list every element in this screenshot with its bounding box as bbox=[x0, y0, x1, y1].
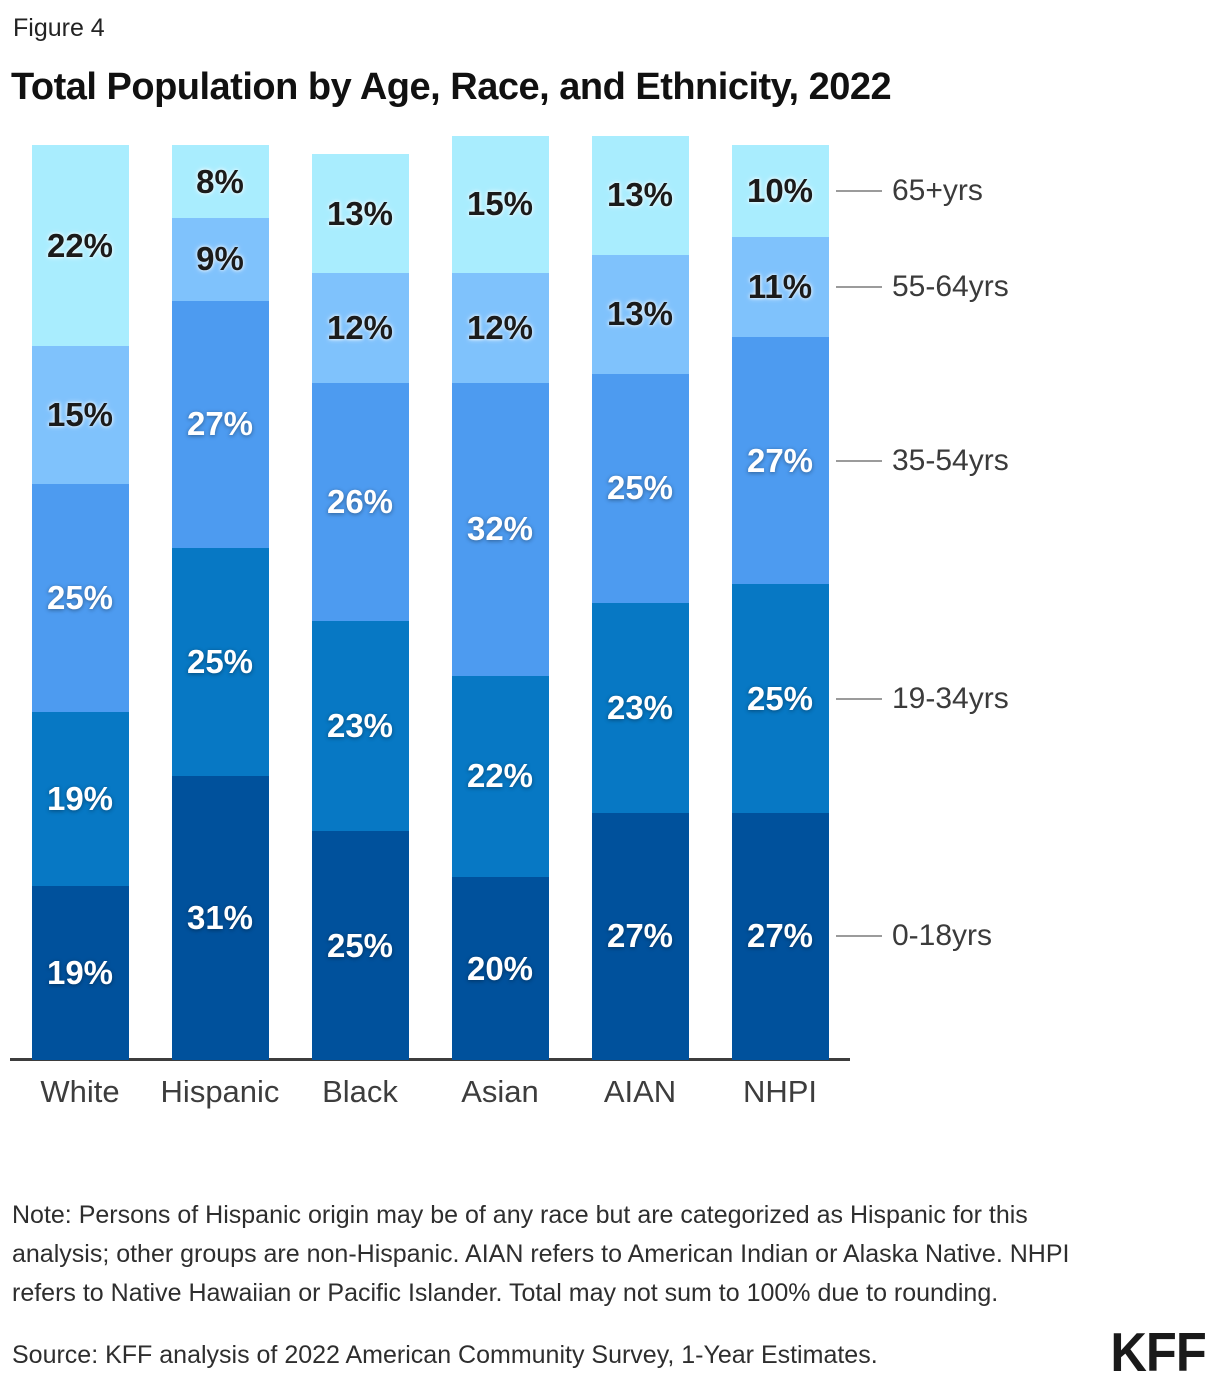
bar-segment bbox=[731, 812, 829, 1060]
age-group-label: 0-18yrs bbox=[892, 919, 993, 953]
category-label: NHPI bbox=[742, 1074, 818, 1109]
bar-segment bbox=[311, 831, 409, 1060]
stacked-bar-chart: 19% 19% 25% 15% 22% White 31% 25% 27% 9% 8% Hispani… bbox=[10, 135, 1009, 1109]
bar-segment bbox=[171, 218, 269, 301]
bar-segment bbox=[31, 346, 129, 484]
bar-segment bbox=[451, 382, 549, 676]
bar-segment bbox=[731, 337, 829, 585]
leader-line bbox=[836, 285, 882, 288]
leader-line bbox=[836, 189, 882, 192]
bar-segment bbox=[591, 254, 689, 374]
bar-segment bbox=[311, 382, 409, 621]
category-label: AIAN bbox=[603, 1074, 677, 1109]
age-group-label: 35-54yrs bbox=[892, 443, 1009, 477]
category-label: White bbox=[40, 1074, 120, 1109]
bar-segment bbox=[311, 620, 409, 832]
category-label: Black bbox=[322, 1074, 398, 1109]
age-group-label: 19-34yrs bbox=[892, 681, 1009, 715]
source-text: Source: KFF analysis of 2022 American Co… bbox=[12, 1341, 878, 1369]
bar-segment bbox=[311, 154, 409, 274]
bar-segment bbox=[31, 483, 129, 713]
x-axis-line bbox=[10, 1058, 850, 1061]
bar-segment bbox=[31, 145, 129, 347]
bar-segment bbox=[171, 300, 269, 548]
bar-segment bbox=[31, 886, 129, 1060]
bar-segment bbox=[451, 675, 549, 877]
bar-segment bbox=[451, 273, 549, 383]
kff-logo: KFF bbox=[1110, 1321, 1207, 1383]
note-text: Note: Persons of Hispanic origin may be … bbox=[12, 1201, 1070, 1307]
age-group-label: 65+yrs bbox=[892, 173, 983, 207]
age-group-label: 55-64yrs bbox=[892, 269, 1009, 303]
leader-line bbox=[836, 459, 882, 462]
category-label: Hispanic bbox=[160, 1074, 280, 1109]
leader-line bbox=[836, 697, 882, 700]
figure-number-label: Figure 4 bbox=[13, 14, 105, 42]
category-label: Asian bbox=[461, 1074, 539, 1109]
page-title: Total Population by Age, Race, and Ethni… bbox=[11, 66, 892, 108]
bar-segment bbox=[591, 602, 689, 813]
bar-segment bbox=[171, 145, 269, 219]
leader-line bbox=[836, 935, 882, 938]
bar-segment bbox=[311, 273, 409, 383]
bar-segment bbox=[591, 135, 689, 255]
bar-segment bbox=[591, 373, 689, 603]
bar-segment bbox=[731, 145, 829, 237]
bar-segment bbox=[591, 812, 689, 1060]
bar-segment bbox=[731, 584, 829, 813]
bar-segment bbox=[451, 135, 549, 274]
bar-segment bbox=[171, 547, 269, 777]
bar-segment bbox=[31, 712, 129, 887]
bar-segment bbox=[731, 236, 829, 338]
bar-segment bbox=[451, 877, 549, 1060]
bar-segment bbox=[171, 776, 269, 1060]
